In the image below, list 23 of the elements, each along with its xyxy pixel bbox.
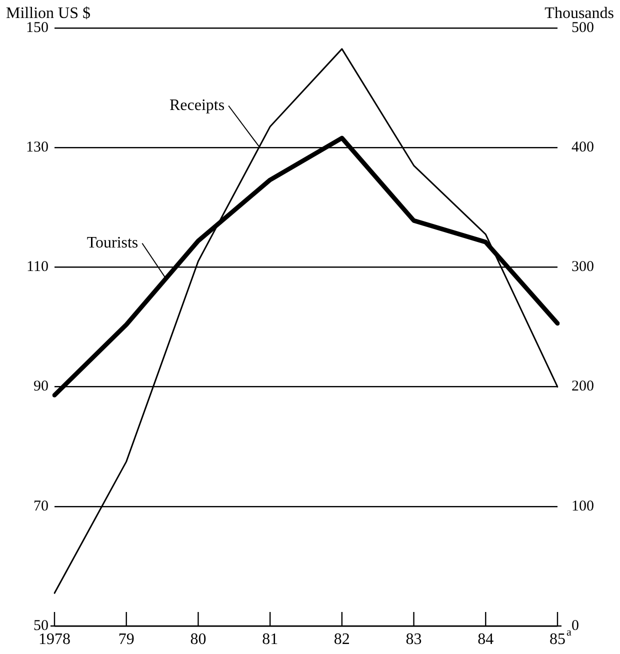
y-axis-title: Million US $: [6, 5, 90, 22]
y-tick-label: 90: [34, 378, 48, 395]
y2-axis-title: Thousands: [544, 5, 614, 22]
y-tick-label: 110: [26, 259, 48, 276]
x-tick-label: 1978: [38, 631, 70, 648]
x-tick-label: 79: [118, 631, 134, 648]
text: Tourists: [86, 234, 138, 252]
y2-tick-label: 100: [572, 498, 594, 514]
text: Receipts: [169, 96, 225, 114]
y2-tick-label: 500: [572, 20, 594, 36]
x-tick-label: 82: [334, 631, 350, 648]
x-tick-label: 83: [406, 631, 422, 648]
x-tick-label: 80: [190, 631, 206, 648]
y-tick-label: 150: [26, 20, 48, 36]
x-tick-label: 81: [262, 631, 278, 648]
y2-tick-label: 0: [572, 618, 579, 634]
y-tick-label: 50: [34, 618, 48, 634]
y2-tick-label: 200: [572, 378, 594, 395]
y2-tick-label: 300: [572, 259, 594, 276]
y-tick-label: 70: [34, 498, 48, 514]
y2-tick-label: 400: [572, 140, 594, 156]
x-tick-label: 84: [478, 631, 494, 648]
y-tick-label: 130: [26, 140, 48, 156]
